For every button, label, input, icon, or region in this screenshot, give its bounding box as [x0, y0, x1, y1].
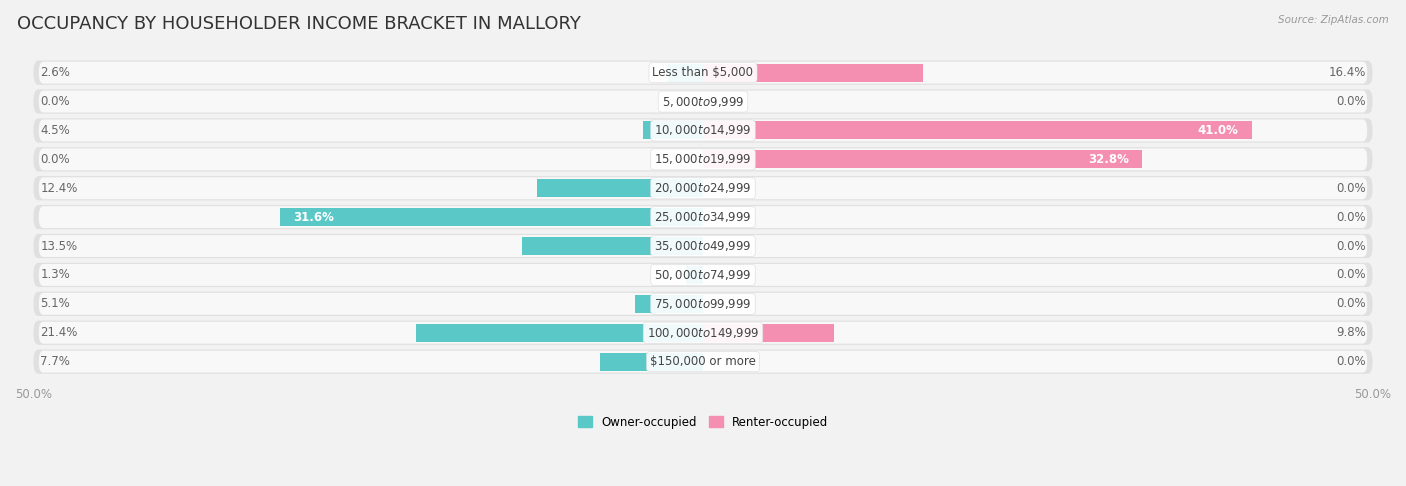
Text: 16.4%: 16.4% [1329, 66, 1365, 79]
FancyBboxPatch shape [34, 292, 1372, 316]
Text: 1.3%: 1.3% [41, 268, 70, 281]
Legend: Owner-occupied, Renter-occupied: Owner-occupied, Renter-occupied [572, 411, 834, 433]
FancyBboxPatch shape [34, 205, 1372, 229]
Text: 0.0%: 0.0% [41, 95, 70, 108]
Bar [686, 266, 703, 284]
FancyBboxPatch shape [34, 118, 1372, 142]
FancyBboxPatch shape [34, 61, 1372, 85]
Text: $75,000 to $99,999: $75,000 to $99,999 [654, 297, 752, 311]
FancyBboxPatch shape [39, 350, 1367, 373]
FancyBboxPatch shape [34, 234, 1372, 258]
Bar [522, 237, 703, 255]
Text: 32.8%: 32.8% [1088, 153, 1129, 166]
Text: Less than $5,000: Less than $5,000 [652, 66, 754, 79]
Text: 9.8%: 9.8% [1336, 326, 1365, 339]
FancyBboxPatch shape [39, 293, 1367, 315]
Text: 0.0%: 0.0% [1336, 355, 1365, 368]
FancyBboxPatch shape [34, 321, 1372, 345]
Bar [416, 324, 703, 342]
Text: $35,000 to $49,999: $35,000 to $49,999 [654, 239, 752, 253]
Text: Source: ZipAtlas.com: Source: ZipAtlas.com [1278, 15, 1389, 25]
FancyBboxPatch shape [34, 349, 1372, 374]
FancyBboxPatch shape [34, 89, 1372, 114]
Text: 31.6%: 31.6% [294, 210, 335, 224]
FancyBboxPatch shape [39, 264, 1367, 286]
Bar [600, 353, 703, 370]
Text: 12.4%: 12.4% [41, 182, 77, 195]
Text: 0.0%: 0.0% [1336, 182, 1365, 195]
Text: OCCUPANCY BY HOUSEHOLDER INCOME BRACKET IN MALLORY: OCCUPANCY BY HOUSEHOLDER INCOME BRACKET … [17, 15, 581, 33]
Text: 0.0%: 0.0% [41, 153, 70, 166]
Text: $10,000 to $14,999: $10,000 to $14,999 [654, 123, 752, 138]
Bar [537, 179, 703, 197]
Text: 21.4%: 21.4% [41, 326, 77, 339]
Text: $50,000 to $74,999: $50,000 to $74,999 [654, 268, 752, 282]
FancyBboxPatch shape [39, 322, 1367, 344]
FancyBboxPatch shape [34, 147, 1372, 172]
FancyBboxPatch shape [39, 90, 1367, 113]
Text: $20,000 to $24,999: $20,000 to $24,999 [654, 181, 752, 195]
FancyBboxPatch shape [39, 120, 1367, 141]
Text: 5.1%: 5.1% [41, 297, 70, 311]
Bar [703, 324, 834, 342]
Text: 13.5%: 13.5% [41, 240, 77, 253]
Text: $5,000 to $9,999: $5,000 to $9,999 [662, 95, 744, 108]
Text: 4.5%: 4.5% [41, 124, 70, 137]
Text: $15,000 to $19,999: $15,000 to $19,999 [654, 152, 752, 166]
Text: 0.0%: 0.0% [1336, 240, 1365, 253]
FancyBboxPatch shape [34, 263, 1372, 287]
FancyBboxPatch shape [39, 148, 1367, 170]
Text: 7.7%: 7.7% [41, 355, 70, 368]
FancyBboxPatch shape [39, 235, 1367, 257]
Text: 0.0%: 0.0% [1336, 210, 1365, 224]
Text: $100,000 to $149,999: $100,000 to $149,999 [647, 326, 759, 340]
Text: 41.0%: 41.0% [1198, 124, 1239, 137]
Bar [280, 208, 703, 226]
Text: 0.0%: 0.0% [1336, 95, 1365, 108]
Bar [643, 122, 703, 139]
FancyBboxPatch shape [39, 206, 1367, 228]
Text: 0.0%: 0.0% [1336, 268, 1365, 281]
Bar [703, 64, 922, 82]
FancyBboxPatch shape [39, 62, 1367, 84]
Bar [703, 150, 1142, 168]
Bar [703, 122, 1251, 139]
Bar [668, 64, 703, 82]
Bar [634, 295, 703, 313]
Text: 2.6%: 2.6% [41, 66, 70, 79]
FancyBboxPatch shape [34, 176, 1372, 200]
FancyBboxPatch shape [39, 177, 1367, 199]
Text: $150,000 or more: $150,000 or more [650, 355, 756, 368]
Text: $25,000 to $34,999: $25,000 to $34,999 [654, 210, 752, 224]
Text: 0.0%: 0.0% [1336, 297, 1365, 311]
